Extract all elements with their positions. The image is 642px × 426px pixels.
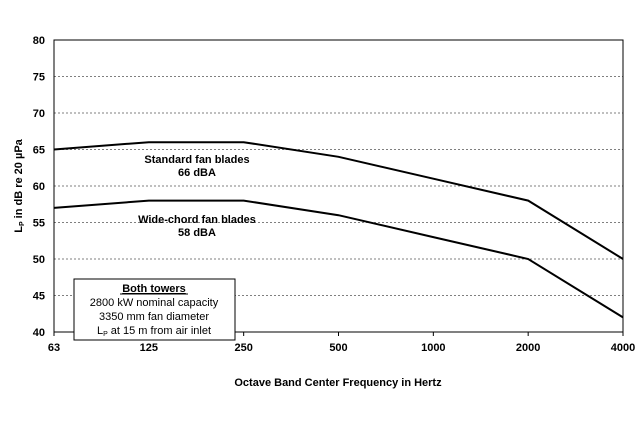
y-axis-title-sub: P [19,221,26,226]
y-axis-title: LP in dB re 20 µPa [13,138,26,232]
x-tick-label-125: 125 [140,342,158,354]
info-box-heading: Both towers [122,283,186,295]
info-box-lp-main: L [97,325,103,337]
info-box-line-2: 3350 mm fan diameter [99,311,209,323]
y-tick-label-40: 40 [33,327,45,339]
x-tick-label-1000: 1000 [421,342,445,354]
y-tick-label-75: 75 [33,72,45,84]
y-tick-labels: 40 45 50 55 60 65 70 75 80 [33,35,45,339]
y-tick-label-60: 60 [33,181,45,193]
info-box: Both towers 2800 kW nominal capacity 335… [73,278,236,341]
info-box-lp-rest: at 15 m from air inlet [108,325,211,337]
x-tick-label-63: 63 [48,342,60,354]
info-box-frame [73,278,236,341]
x-tick-labels: 63 125 250 500 1000 2000 4000 [48,332,635,354]
y-tick-label-65: 65 [33,145,45,157]
y-axis-title-rest: in dB re 20 µPa [13,138,25,221]
series-1-label: Standard fan blades [144,154,249,166]
x-tick-label-500: 500 [329,342,347,354]
y-tick-label-50: 50 [33,254,45,266]
series-1-dba-label: 66 dBA [178,167,216,179]
x-tick-label-2000: 2000 [516,342,540,354]
y-tick-label-70: 70 [33,108,45,120]
y-tick-label-45: 45 [33,291,45,303]
info-box-lp-sub: P [103,331,108,338]
y-axis-title-main: L [13,226,25,233]
x-tick-label-4000: 4000 [611,342,635,354]
x-axis-title: Octave Band Center Frequency in Hertz [234,377,442,389]
info-box-line-3: LP at 15 m from air inlet [97,325,211,338]
series-2-dba-label: 58 dBA [178,227,216,239]
series-lines [53,141,624,319]
grid-lines [54,76,623,296]
y-tick-label-55: 55 [33,218,45,230]
x-tick-label-250: 250 [234,342,252,354]
info-box-line-1: 2800 kW nominal capacity [90,297,219,309]
y-tick-label-80: 80 [33,35,45,47]
series-2-label: Wide-chord fan blades [138,214,256,226]
